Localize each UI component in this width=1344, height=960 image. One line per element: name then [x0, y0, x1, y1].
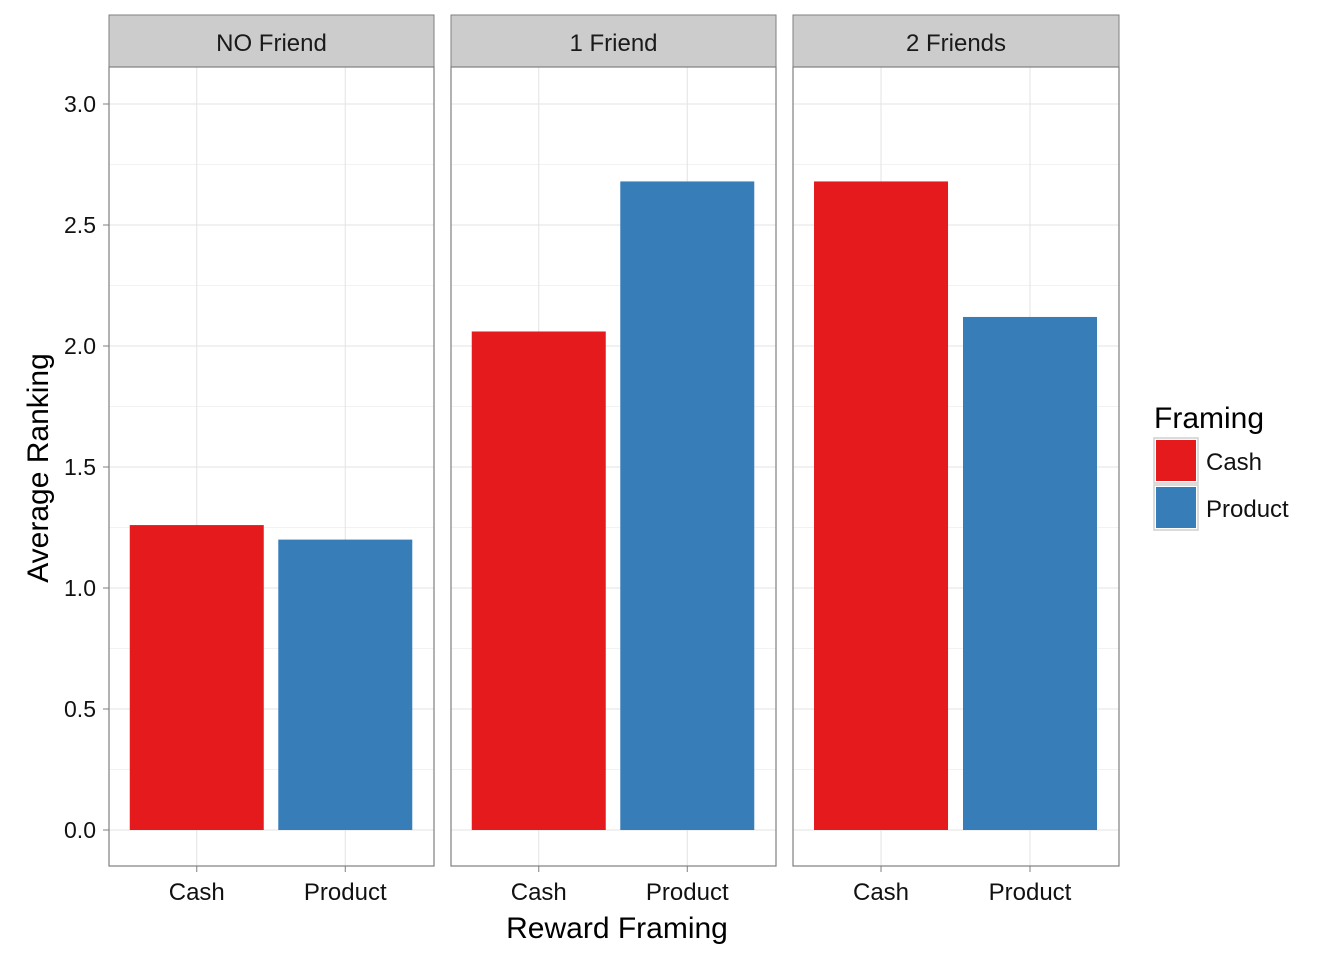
legend-label-product: Product	[1206, 496, 1289, 523]
x-tick-label: Cash	[169, 879, 225, 906]
facet-panel: 1 Friend Cash Product	[450, 14, 777, 906]
bar-product	[963, 316, 1098, 831]
y-tick-label: 2.0	[64, 333, 96, 359]
bar-cash	[471, 331, 606, 830]
y-tick-label: 2.5	[64, 212, 96, 238]
y-tick-label: 1.0	[64, 575, 96, 601]
bar-cash	[129, 525, 264, 830]
legend-label-cash: Cash	[1206, 449, 1262, 476]
bar-product	[278, 539, 413, 830]
y-tick-label: 0.5	[64, 696, 96, 722]
x-tick-label: Product	[304, 879, 387, 906]
y-axis-title: Average Ranking	[22, 353, 55, 583]
legend-title: Framing	[1154, 402, 1264, 435]
facet-panel: 2 Friends Cash Product	[792, 14, 1120, 906]
panel-border	[792, 66, 1120, 867]
facet-strip	[108, 14, 435, 68]
bar-product	[620, 181, 755, 830]
facet-panel: NO Friend Cash Product	[108, 14, 435, 906]
x-tick-label: Product	[646, 879, 729, 906]
bar-cash	[814, 181, 949, 830]
legend-swatch-cash	[1156, 440, 1196, 481]
facet-strip	[792, 14, 1120, 68]
x-tick-label: Cash	[853, 879, 909, 906]
y-tick-label: 1.5	[64, 454, 96, 480]
x-axis-title: Reward Framing	[506, 912, 728, 945]
facet-strip-label: 1 Friend	[569, 30, 657, 57]
facet-strip-label: 2 Friends	[906, 30, 1006, 57]
legend: Framing Cash Product	[1153, 402, 1289, 531]
x-tick-label: Product	[989, 879, 1072, 906]
facet-strip-label: NO Friend	[216, 30, 327, 57]
facet-strip	[450, 14, 777, 68]
y-tick-label: 3.0	[64, 91, 96, 117]
y-axis: 0.0 0.5 1.0 1.5 2.0 2.5 3.0	[64, 91, 109, 843]
y-tick-label: 0.0	[64, 817, 96, 843]
legend-swatch-product	[1156, 487, 1196, 528]
panel-border	[450, 66, 777, 867]
x-tick-label: Cash	[511, 879, 567, 906]
